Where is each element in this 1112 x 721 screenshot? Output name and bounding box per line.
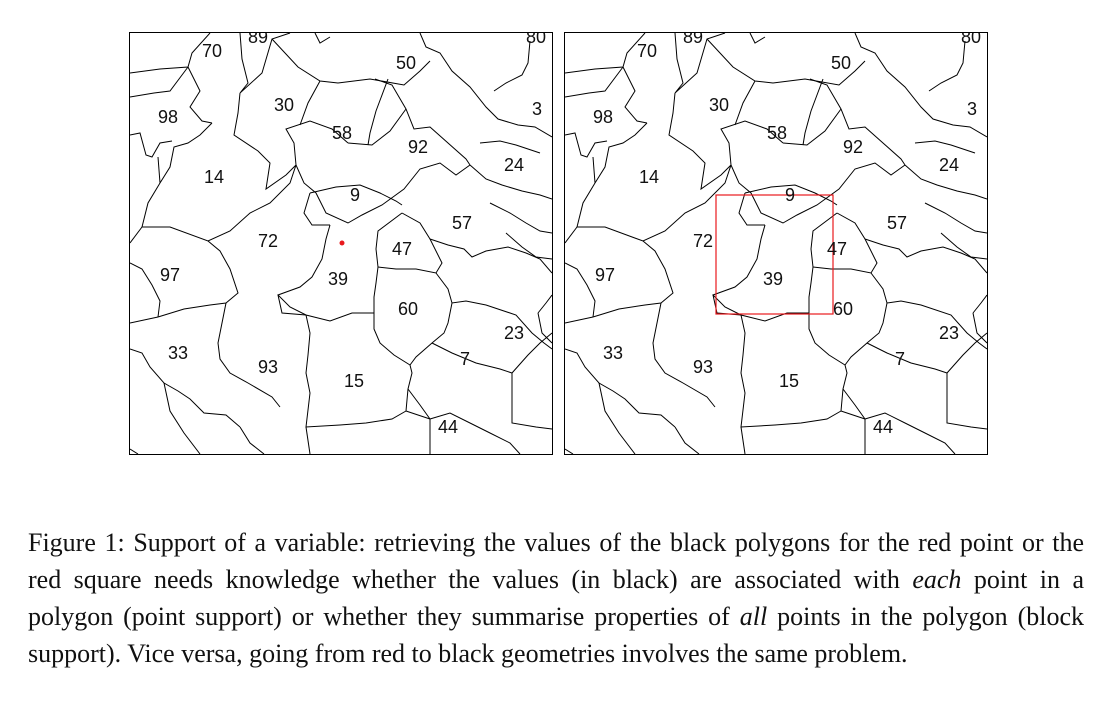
red-square [715, 194, 834, 315]
region-label: 70 [202, 41, 222, 61]
caption-text: points in the polygon (block support). V… [28, 602, 1085, 668]
region-label: 60 [398, 299, 418, 319]
caption-emphasis: each [912, 565, 962, 594]
region-label: 72 [693, 231, 713, 251]
region-label: 60 [833, 299, 853, 319]
region-label: 7 [895, 349, 905, 369]
region-label: 92 [843, 137, 863, 157]
region-label: 72 [258, 231, 278, 251]
region-label: 33 [168, 343, 188, 363]
region-labels-right: 70 89 50 80 98 30 3 58 92 24 14 9 57 72 … [593, 33, 981, 437]
map-panel-right: 70 89 50 80 98 30 3 58 92 24 14 9 57 72 … [564, 32, 988, 455]
region-label: 30 [274, 95, 294, 115]
region-label: 58 [332, 123, 352, 143]
region-label: 23 [939, 323, 959, 343]
region-label: 14 [204, 167, 224, 187]
region-label: 3 [967, 99, 977, 119]
region-label: 14 [639, 167, 659, 187]
region-label: 24 [939, 155, 959, 175]
region-label: 23 [504, 323, 524, 343]
caption-text: Figure 1: Support of a variable: retriev… [28, 528, 1084, 594]
region-label: 50 [396, 53, 416, 73]
region-label: 30 [709, 95, 729, 115]
region-label: 57 [452, 213, 472, 233]
polygon-map-left: 70 89 50 80 98 30 3 58 92 24 14 9 57 72 … [130, 33, 552, 454]
caption-text: point in a polygon (point support) or wh… [28, 565, 1085, 631]
region-label: 93 [258, 357, 278, 377]
region-label: 89 [248, 33, 268, 47]
red-point [339, 240, 345, 246]
region-label: 15 [344, 371, 364, 391]
region-label: 47 [827, 239, 847, 259]
region-label: 97 [160, 265, 180, 285]
region-label: 9 [350, 185, 360, 205]
region-label: 3 [532, 99, 542, 119]
region-label: 80 [961, 33, 981, 47]
caption-emphasis: all [739, 602, 768, 631]
map-panel-left: 70 89 50 80 98 30 3 58 92 24 14 9 57 72 … [129, 32, 553, 455]
region-label: 39 [763, 269, 783, 289]
region-label: 44 [438, 417, 458, 437]
region-label: 50 [831, 53, 851, 73]
region-label: 39 [328, 269, 348, 289]
region-label: 70 [637, 41, 657, 61]
region-label: 98 [593, 107, 613, 127]
polygon-map-right: 70 89 50 80 98 30 3 58 92 24 14 9 57 72 … [565, 33, 987, 454]
region-label: 15 [779, 371, 799, 391]
figure-caption: Figure 1: Support of a variable: retriev… [28, 524, 1084, 672]
region-label: 33 [603, 343, 623, 363]
region-label: 24 [504, 155, 524, 175]
region-label: 97 [595, 265, 615, 285]
region-label: 7 [460, 349, 470, 369]
region-label: 92 [408, 137, 428, 157]
region-label: 9 [785, 185, 795, 205]
region-label: 98 [158, 107, 178, 127]
region-labels-left: 70 89 50 80 98 30 3 58 92 24 14 9 57 72 … [158, 33, 546, 437]
region-label: 93 [693, 357, 713, 377]
region-label: 80 [526, 33, 546, 47]
region-label: 57 [887, 213, 907, 233]
region-label: 47 [392, 239, 412, 259]
region-label: 89 [683, 33, 703, 47]
region-label: 44 [873, 417, 893, 437]
region-label: 58 [767, 123, 787, 143]
